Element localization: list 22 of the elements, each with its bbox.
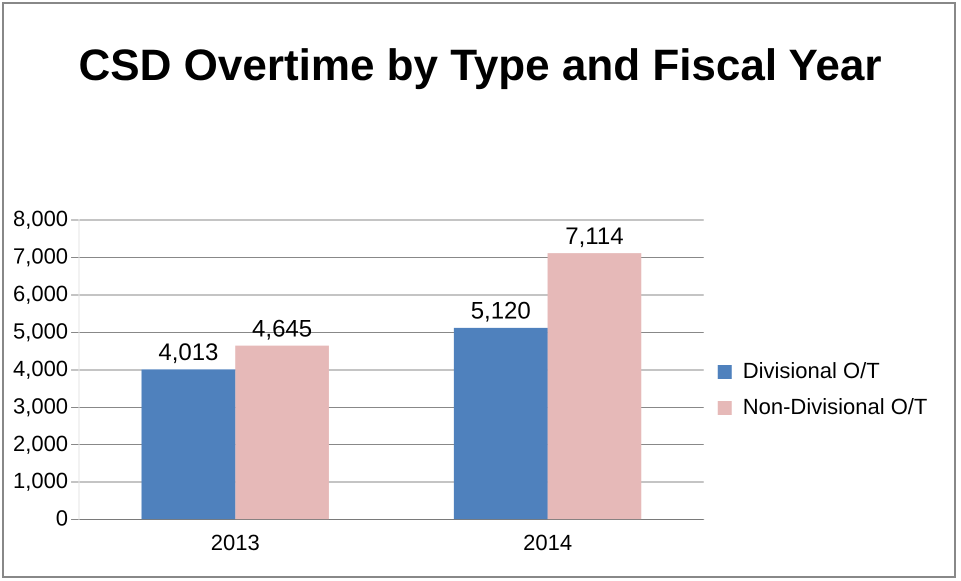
data-label: 7,114 xyxy=(565,222,624,250)
chart-title: CSD Overtime by Type and Fiscal Year xyxy=(78,40,882,92)
y-tick-label: 7,000 xyxy=(12,244,68,269)
data-label: 4,013 xyxy=(158,338,218,366)
y-tick-label: 5,000 xyxy=(12,318,68,344)
y-tick-label: 6,000 xyxy=(12,280,68,306)
y-tick-label: 8,000 xyxy=(12,206,68,232)
bar xyxy=(142,369,236,520)
bar xyxy=(548,253,642,520)
y-tick-label: 3,000 xyxy=(12,393,68,418)
y-tick-label: 4,000 xyxy=(12,356,68,381)
y-tick-label: 1,000 xyxy=(12,468,68,494)
x-tick-label: 2014 xyxy=(523,530,572,555)
bar xyxy=(454,328,548,520)
x-tick-label: 2013 xyxy=(210,530,260,555)
legend-label: Non-Divisional O/T xyxy=(742,394,928,420)
legend-label: Divisional O/T xyxy=(742,358,880,384)
data-label: 4,645 xyxy=(252,315,312,342)
y-tick-label: 2,000 xyxy=(12,430,68,456)
data-label: 5,120 xyxy=(470,297,531,324)
bar xyxy=(235,346,329,520)
y-tick-label: 0 xyxy=(56,506,68,531)
